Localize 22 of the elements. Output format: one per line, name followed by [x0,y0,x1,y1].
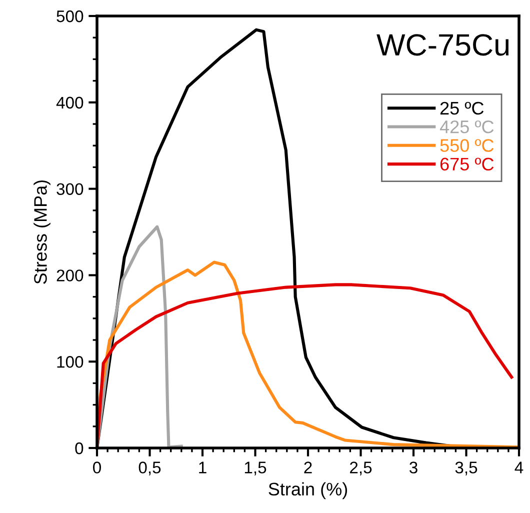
x-tick-label: 3,5 [455,462,478,476]
y-tick-label: 500 [56,10,84,22]
legend-label: 675 ºC [440,158,494,171]
y-tick-label: 300 [56,183,84,196]
legend-label: 425 ºC [440,120,494,134]
x-tick-label: 0,5 [138,462,161,476]
x-tick-label: 2,5 [350,462,372,476]
y-tick-label: 100 [57,356,84,368]
y-tick-label: 0 [75,442,84,454]
chart-title: WC-75Cu [376,34,509,56]
x-tick-label: 1,5 [244,462,266,476]
x-axis-title: Strain (%) [268,482,348,500]
x-tick-label: 2 [304,462,312,474]
y-tick-label: 200 [56,270,84,282]
x-tick-label: 0 [93,462,101,474]
x-tick-label: 3 [410,462,418,474]
x-tick-label: 4 [514,462,524,474]
y-axis-title: Stress (MPa) [34,180,50,284]
legend-label: 25 ºC [440,102,484,115]
y-tick-label: 400 [56,96,84,109]
legend-label: 550 ºC [440,139,494,152]
x-tick-label: 1 [199,462,206,474]
